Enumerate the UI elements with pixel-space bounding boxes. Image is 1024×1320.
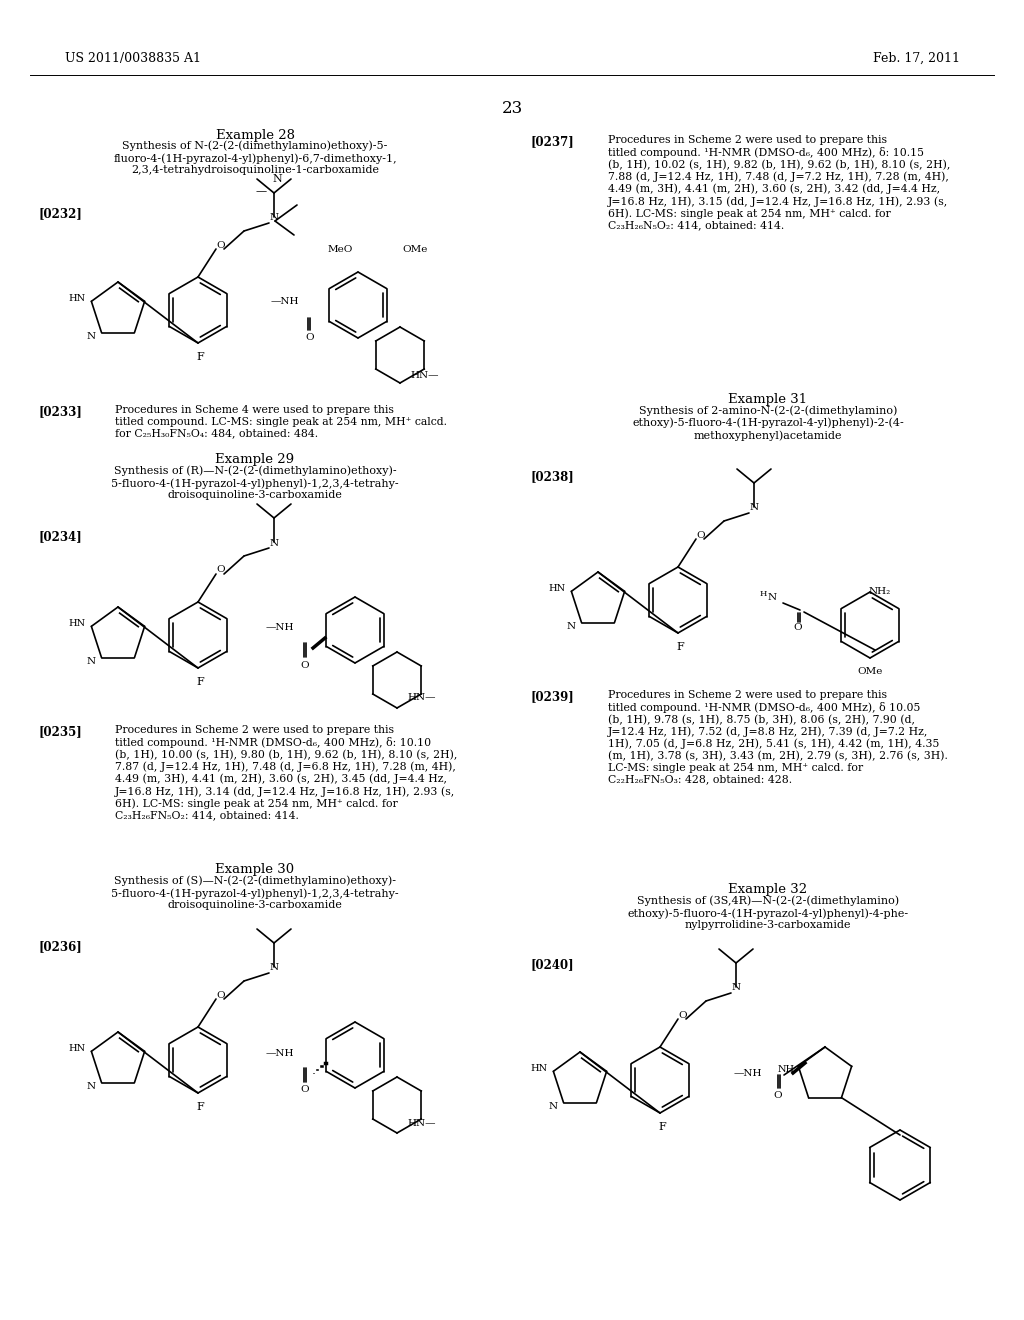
Text: N: N (87, 333, 96, 341)
Text: Synthesis of (R)—N-(2-(2-(dimethylamino)ethoxy)-
5-fluoro-4-(1H-pyrazol-4-yl)phe: Synthesis of (R)—N-(2-(2-(dimethylamino)… (112, 466, 398, 500)
Text: OMe: OMe (402, 246, 428, 255)
Text: 23: 23 (502, 100, 522, 117)
Text: HN: HN (69, 294, 86, 302)
Text: HN: HN (69, 619, 86, 628)
Text: F: F (197, 352, 204, 362)
Text: Synthesis of (S)—N-(2-(2-(dimethylamino)ethoxy)-
5-fluoro-4-(1H-pyrazol-4-yl)phe: Synthesis of (S)—N-(2-(2-(dimethylamino)… (112, 875, 398, 911)
Text: O: O (301, 1085, 309, 1094)
Text: N: N (269, 539, 279, 548)
Text: HN—: HN— (411, 371, 439, 380)
Text: O: O (301, 660, 309, 669)
Text: Example 28: Example 28 (215, 128, 295, 141)
Text: Feb. 17, 2011: Feb. 17, 2011 (873, 51, 961, 65)
Text: N: N (549, 1102, 558, 1111)
Text: [0239]: [0239] (530, 690, 573, 704)
Text: Example 32: Example 32 (728, 883, 808, 896)
Text: HN: HN (69, 1044, 86, 1053)
Text: F: F (658, 1122, 666, 1133)
Text: O: O (217, 990, 225, 999)
Text: N: N (767, 594, 776, 602)
Text: N: N (750, 503, 759, 512)
Text: H: H (760, 590, 767, 598)
Text: N: N (269, 214, 279, 223)
Text: O: O (217, 565, 225, 574)
Text: HN: HN (530, 1064, 548, 1073)
Text: [0236]: [0236] (38, 940, 82, 953)
Text: —NH: —NH (266, 623, 294, 632)
Text: Procedures in Scheme 4 were used to prepare this
titled compound. LC-MS: single : Procedures in Scheme 4 were used to prep… (115, 405, 447, 438)
Text: F: F (197, 1102, 204, 1111)
Text: Synthesis of N-(2-(2-(dimethylamino)ethoxy)-5-
fluoro-4-(1H-pyrazol-4-yl)phenyl): Synthesis of N-(2-(2-(dimethylamino)etho… (114, 141, 397, 176)
Text: O: O (794, 623, 803, 632)
Text: —: — (255, 186, 266, 195)
Text: O: O (774, 1090, 782, 1100)
Text: Synthesis of (3S,4R)—N-(2-(2-(dimethylamino)
ethoxy)-5-fluoro-4-(1H-pyrazol-4-yl: Synthesis of (3S,4R)—N-(2-(2-(dimethylam… (628, 896, 908, 931)
Text: OMe: OMe (857, 668, 883, 676)
Text: N: N (87, 657, 96, 667)
Text: —NH: —NH (734, 1068, 762, 1077)
Text: N: N (272, 174, 282, 183)
Text: MeO: MeO (328, 246, 352, 255)
Text: O: O (217, 240, 225, 249)
Text: [0240]: [0240] (530, 958, 573, 972)
Text: O: O (679, 1011, 687, 1019)
Text: N: N (731, 983, 740, 993)
Text: N: N (567, 622, 577, 631)
Text: F: F (197, 677, 204, 686)
Text: N: N (269, 964, 279, 973)
Text: [0234]: [0234] (38, 531, 82, 543)
Text: O: O (696, 531, 706, 540)
Text: US 2011/0038835 A1: US 2011/0038835 A1 (65, 51, 201, 65)
Text: —NH: —NH (270, 297, 299, 306)
Text: [0238]: [0238] (530, 470, 573, 483)
Text: NH: NH (778, 1065, 795, 1074)
Text: Synthesis of 2-amino-N-(2-(2-(dimethylamino)
ethoxy)-5-fluoro-4-(1H-pyrazol-4-yl: Synthesis of 2-amino-N-(2-(2-(dimethylam… (632, 405, 904, 441)
Text: HN—: HN— (408, 693, 436, 702)
Text: Procedures in Scheme 2 were used to prepare this
titled compound. ¹H-NMR (DMSO-d: Procedures in Scheme 2 were used to prep… (608, 690, 948, 784)
Text: Procedures in Scheme 2 were used to prepare this
titled compound. ¹H-NMR (DMSO-d: Procedures in Scheme 2 were used to prep… (115, 725, 458, 821)
Text: Example 31: Example 31 (728, 393, 808, 407)
Text: [0235]: [0235] (38, 725, 82, 738)
Text: [0237]: [0237] (530, 135, 573, 148)
Text: HN: HN (549, 583, 566, 593)
Text: HN—: HN— (408, 1118, 436, 1127)
Text: Procedures in Scheme 2 were used to prepare this
titled compound. ¹H-NMR (DMSO-d: Procedures in Scheme 2 were used to prep… (608, 135, 950, 231)
Text: F: F (676, 642, 684, 652)
Text: [0233]: [0233] (38, 405, 82, 418)
Text: Example 29: Example 29 (215, 454, 295, 466)
Text: —NH: —NH (266, 1048, 294, 1057)
Text: Example 30: Example 30 (215, 863, 295, 876)
Text: [0232]: [0232] (38, 207, 82, 220)
Text: O: O (306, 334, 314, 342)
Text: NH₂: NH₂ (869, 587, 891, 597)
Text: N: N (87, 1082, 96, 1092)
